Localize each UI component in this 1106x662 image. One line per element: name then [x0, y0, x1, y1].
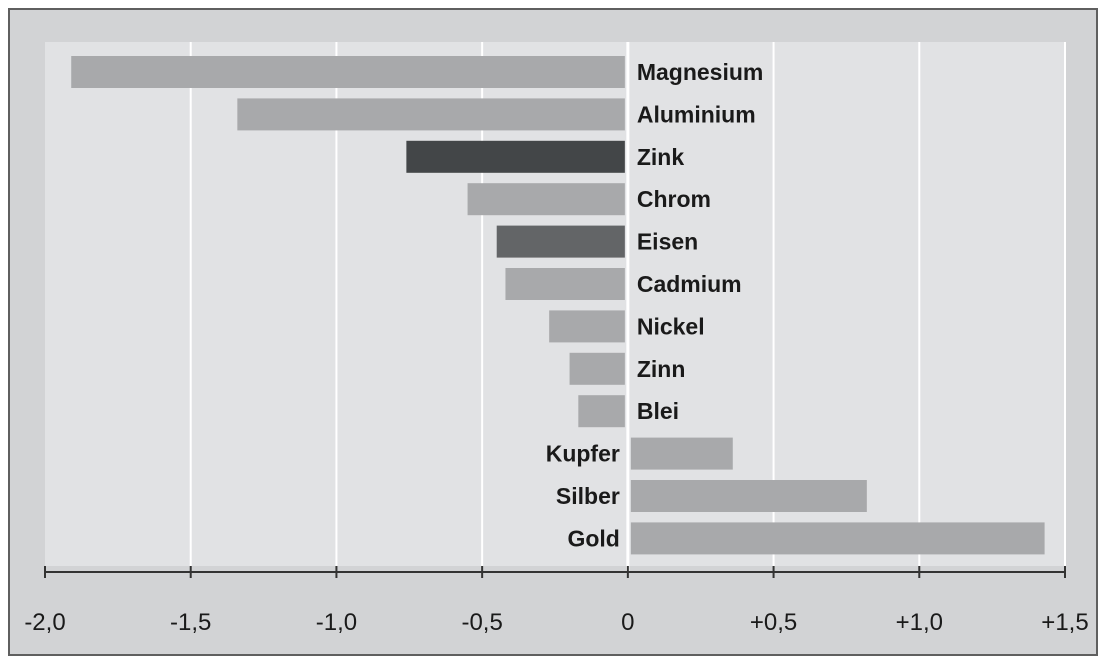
bar-aluminium — [237, 98, 625, 131]
category-label: Zinn — [637, 356, 686, 382]
bar-zink — [406, 140, 625, 173]
bar-cadmium — [505, 268, 625, 300]
bar-zinn — [569, 352, 625, 385]
category-label: Kupfer — [546, 441, 620, 467]
category-label: Gold — [567, 525, 619, 551]
category-label: Eisen — [637, 229, 698, 255]
x-tick-label: +0,5 — [750, 609, 797, 636]
category-label: Cadmium — [637, 271, 742, 297]
category-label: Nickel — [637, 313, 705, 339]
bar-eisen — [496, 225, 625, 258]
bar-kupfer — [630, 437, 733, 470]
x-tick-label: -1,5 — [170, 609, 211, 636]
bar-blei — [578, 395, 625, 428]
x-tick-label: +1,5 — [1041, 609, 1088, 636]
category-label: Chrom — [637, 186, 711, 212]
category-label: Silber — [556, 483, 620, 509]
bar-nickel — [549, 310, 625, 343]
bar-magnesium — [71, 56, 625, 88]
x-tick-label: +1,0 — [896, 609, 943, 636]
bar-gold — [630, 522, 1045, 555]
category-label: Aluminium — [637, 101, 756, 127]
x-tick-label: 0 — [621, 609, 634, 636]
category-label: Zink — [637, 144, 684, 170]
category-label: Blei — [637, 398, 679, 424]
bar-chrom — [467, 183, 625, 216]
category-label: Magnesium — [637, 59, 764, 85]
x-tick-label: -0,5 — [461, 609, 502, 636]
x-tick-label: -1,0 — [316, 609, 357, 636]
bar-silber — [630, 480, 867, 512]
x-tick-label: -2,0 — [24, 609, 65, 636]
